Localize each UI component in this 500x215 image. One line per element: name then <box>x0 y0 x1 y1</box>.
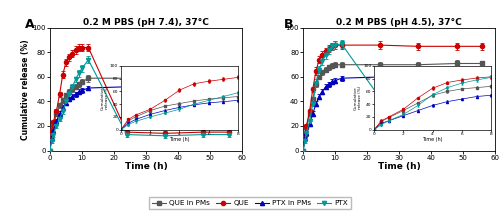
Text: B: B <box>284 18 294 31</box>
Legend: QUE in PMs, QUE, PTX in PMs, PTX: QUE in PMs, QUE, PTX in PMs, PTX <box>149 197 351 209</box>
X-axis label: Time (h): Time (h) <box>124 162 168 171</box>
Title: 0.2 M PBS (pH 7.4), 37°C: 0.2 M PBS (pH 7.4), 37°C <box>83 18 209 27</box>
Text: A: A <box>25 18 34 31</box>
Y-axis label: Cumulative release (%): Cumulative release (%) <box>20 39 30 140</box>
Title: 0.2 M PBS (pH 4.5), 37°C: 0.2 M PBS (pH 4.5), 37°C <box>336 18 462 27</box>
X-axis label: Time (h): Time (h) <box>378 162 420 171</box>
